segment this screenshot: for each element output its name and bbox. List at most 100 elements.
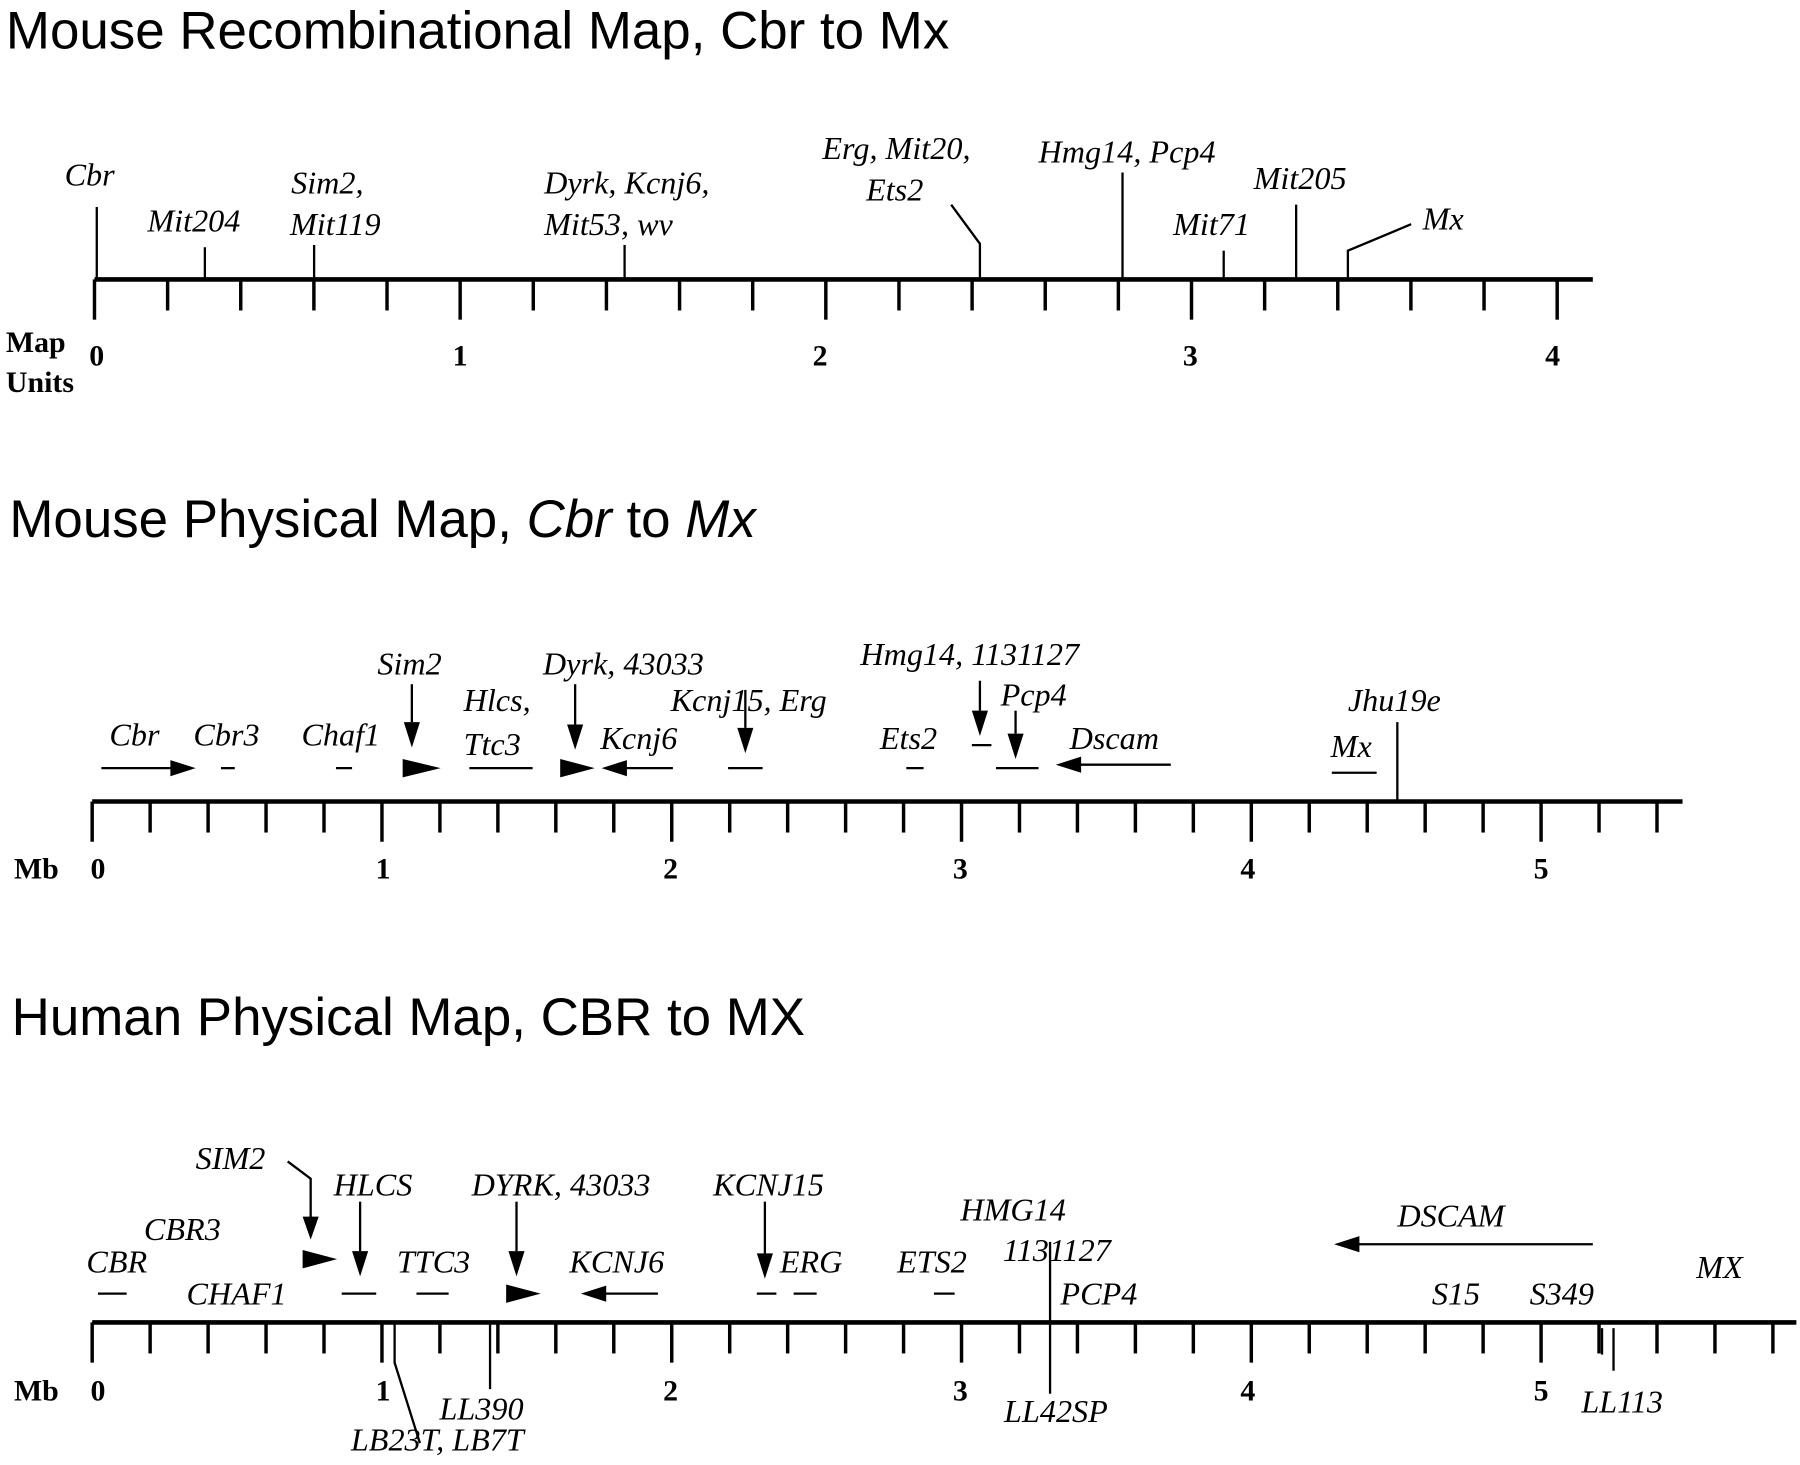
tick-label: 5 <box>1534 852 1549 885</box>
gene-label: SIM2 <box>196 1140 266 1176</box>
tick-label: 0 <box>89 340 104 373</box>
tick-label: 1 <box>376 1375 391 1408</box>
arrow-head <box>971 710 988 736</box>
arrow-head <box>601 760 627 777</box>
gene-label: Mit119 <box>289 206 381 242</box>
tick-label: 5 <box>1534 1375 1549 1408</box>
arrow-head <box>737 727 754 754</box>
gene-label: HLCS <box>333 1166 413 1202</box>
gene-label: Cbr3 <box>193 717 259 753</box>
arrow-head <box>170 760 196 777</box>
arrow-head <box>302 1249 338 1269</box>
gene-label: Ttc3 <box>464 726 521 762</box>
gene-label: Dyrk, Kcnj6, <box>543 165 709 201</box>
gene-label: TTC3 <box>397 1243 470 1279</box>
arrow-head <box>402 758 441 778</box>
gene-label: Sim2 <box>377 645 441 681</box>
gene-label: LL113 <box>1580 1384 1663 1420</box>
gene-label: Dyrk, 43033 <box>542 645 704 681</box>
map-title: Mouse Recombinational Map, Cbr to Mx <box>6 1 949 60</box>
gene-label: KCNJ15 <box>712 1166 824 1202</box>
gene-label: Hlcs, <box>463 682 531 718</box>
tick-label: 2 <box>813 340 828 373</box>
gene-label: 1131127 <box>1003 1232 1113 1268</box>
arrow-head <box>506 1284 541 1303</box>
title-part: to <box>612 490 685 549</box>
gene-label: DYRK, 43033 <box>471 1166 651 1202</box>
gene-label: LL390 <box>438 1390 523 1426</box>
map-title: Human Physical Map, CBR to MX <box>12 988 805 1047</box>
tick-label: 1 <box>376 852 391 885</box>
gene-label: LL42SP <box>1003 1393 1108 1429</box>
connector-line <box>393 1322 422 1444</box>
gene-label: Kcnj6 <box>599 720 677 756</box>
arrow-head <box>756 1253 773 1279</box>
arrow-head <box>403 722 420 748</box>
gene-label: Cbr <box>109 717 160 753</box>
tick-label: 0 <box>90 1375 105 1408</box>
gene-label: Ets2 <box>865 172 923 208</box>
gene-label: S349 <box>1530 1276 1594 1312</box>
gene-label: ERG <box>779 1243 843 1279</box>
connector-line <box>950 204 982 280</box>
tick-label: 3 <box>953 852 968 885</box>
gene-label: MX <box>1695 1249 1744 1285</box>
gene-label: S15 <box>1432 1276 1480 1312</box>
axis-label: Mb <box>14 852 59 885</box>
title-part: Mx <box>685 490 757 549</box>
tick-label: 3 <box>1183 340 1198 373</box>
arrow-head <box>1334 1236 1360 1253</box>
tick-label: 3 <box>953 1375 968 1408</box>
gene-label: LB23T, LB7T <box>350 1422 526 1458</box>
arrow-head <box>1055 756 1082 773</box>
gene-label: Pcp4 <box>1000 676 1067 712</box>
gene-label: Sim2, <box>291 165 363 201</box>
gene-label: ETS2 <box>896 1243 967 1279</box>
connector-line <box>286 1160 312 1219</box>
gene-label: Hmg14, Pcp4 <box>1038 134 1216 170</box>
gene-label: PCP4 <box>1059 1276 1137 1312</box>
arrow-head <box>1007 733 1024 759</box>
connector-line <box>1346 223 1412 280</box>
title-part: Mouse Physical Map, <box>9 490 526 549</box>
gene-label: Ets2 <box>879 720 937 756</box>
gene-label: Chaf1 <box>301 717 380 753</box>
tick-label: 4 <box>1545 340 1560 373</box>
title-part: Cbr <box>527 490 615 549</box>
gene-label: Hmg14, 1131127 <box>859 636 1081 672</box>
arrow-head <box>580 1285 607 1302</box>
gene-label: KCNJ6 <box>568 1243 664 1279</box>
gene-label: Erg, Mit20, <box>821 130 970 166</box>
axis-label: Mb <box>14 1375 59 1408</box>
gene-label: Jhu19e <box>1348 682 1441 718</box>
tick-label: 2 <box>663 852 678 885</box>
tick-label: 4 <box>1240 1375 1255 1408</box>
gene-label: CBR3 <box>144 1211 221 1247</box>
tick-label: 2 <box>663 1375 678 1408</box>
gene-label: Mx <box>1422 200 1465 236</box>
arrow-head <box>352 1251 369 1277</box>
gene-label: CHAF1 <box>186 1276 286 1312</box>
gene-label: Mit71 <box>1172 206 1250 242</box>
tick-label: 0 <box>90 852 105 885</box>
gene-label: Mx <box>1330 728 1373 764</box>
tick-label: 1 <box>453 340 468 373</box>
axis-label: Units <box>6 366 74 399</box>
gene-label: Mit205 <box>1253 160 1347 196</box>
arrow-head <box>302 1216 319 1240</box>
gene-label: Kcnj15, Erg <box>670 682 827 718</box>
map-title: Mouse Physical Map, Cbr to Mx <box>9 490 757 549</box>
arrow-head <box>560 758 595 778</box>
gene-label: CBR <box>86 1243 147 1279</box>
gene-label: Dscam <box>1069 720 1159 756</box>
tick-label: 4 <box>1240 852 1255 885</box>
gene-label: DSCAM <box>1396 1197 1506 1233</box>
gene-label: Cbr <box>65 157 116 193</box>
arrow-head <box>567 724 584 750</box>
gene-label: HMG14 <box>959 1192 1066 1228</box>
gene-label: Mit204 <box>146 203 240 239</box>
arrow-head <box>508 1251 525 1277</box>
axis-label: Map <box>6 326 66 359</box>
gene-label: Mit53, wv <box>543 206 673 242</box>
